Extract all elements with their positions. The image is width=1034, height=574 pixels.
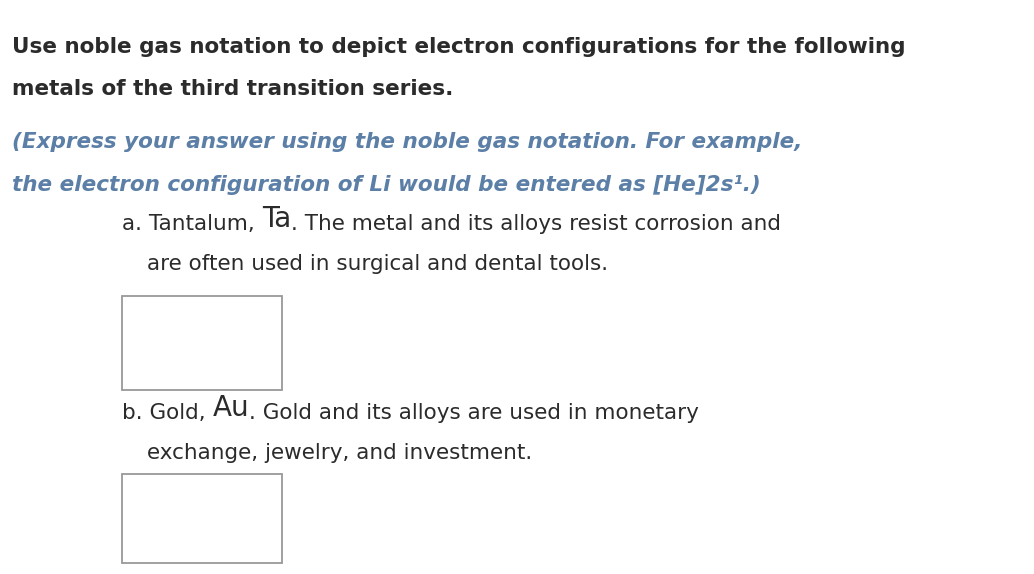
Text: Au: Au bbox=[213, 394, 249, 422]
FancyBboxPatch shape bbox=[122, 296, 282, 390]
FancyBboxPatch shape bbox=[122, 474, 282, 563]
Text: metals of the third transition series.: metals of the third transition series. bbox=[12, 79, 454, 99]
Text: Use noble gas notation to depict electron configurations for the following: Use noble gas notation to depict electro… bbox=[12, 37, 906, 57]
Text: . The metal and its alloys resist corrosion and: . The metal and its alloys resist corros… bbox=[291, 214, 781, 234]
Text: Ta: Ta bbox=[262, 205, 291, 232]
Text: (Express your answer using the noble gas notation. For example,: (Express your answer using the noble gas… bbox=[12, 132, 802, 152]
Text: b. Gold,: b. Gold, bbox=[122, 403, 213, 423]
Text: . Gold and its alloys are used in monetary: . Gold and its alloys are used in moneta… bbox=[249, 403, 699, 423]
Text: a. Tantalum,: a. Tantalum, bbox=[122, 214, 262, 234]
Text: exchange, jewelry, and investment.: exchange, jewelry, and investment. bbox=[147, 443, 533, 463]
Text: are often used in surgical and dental tools.: are often used in surgical and dental to… bbox=[147, 254, 608, 274]
Text: the electron configuration of Li would be entered as [He]2s¹.): the electron configuration of Li would b… bbox=[12, 175, 761, 195]
